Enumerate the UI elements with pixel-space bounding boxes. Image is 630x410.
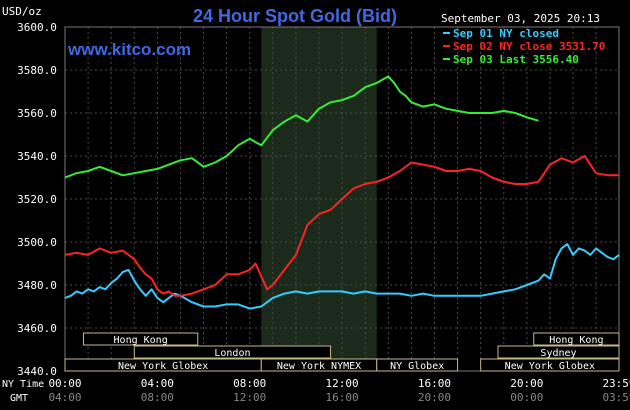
x-label-ny: NY Time [2,379,44,390]
session-bars: Hong Kong London New York Globex New York N… [64,332,620,372]
x-tick-label-ny: 00:00 [48,377,81,390]
x-tick-label-gmt: 16:00 [326,391,359,404]
x-tick-label-ny: 12:00 [326,377,359,390]
x-tick-label-ny: 04:00 [141,377,174,390]
y-tick-label: 3520.0 [17,193,57,206]
y-tick-label: 3560.0 [17,107,57,120]
session-label: Hong Kong [114,335,168,346]
session-bar [376,358,459,372]
session-bar [133,345,332,359]
grid [64,26,620,372]
series-line [64,75,539,179]
axes: 3600.0 3580.0 3560.0 3540.0 3520.0 3500.0 3480… [17,21,630,404]
session-label: New York Globex [505,361,595,372]
session-bar [480,358,620,372]
y-unit-label: USD/oz [2,5,42,18]
session-label: NY Globex [390,361,444,372]
x-tick-label-gmt: 00:00 [510,391,543,404]
session-bar [533,332,620,346]
x-tick-label-ny: 16:00 [418,377,451,390]
session-label: London [214,348,250,359]
y-tick-label: 3440.0 [17,365,57,378]
session-bar [82,332,199,346]
x-tick-label-ny: 23:59 [602,377,630,390]
x-tick-label-ny: 20:00 [510,377,543,390]
session-label: New York NYMEX [277,361,361,372]
legend-entry: Sep 02 NY close 3531.70 [453,40,605,53]
x-tick-label-gmt: 04:00 [48,391,81,404]
x-label-gmt: GMT [10,393,28,404]
y-tick-label: 3500.0 [17,236,57,249]
x-tick-label-gmt: 03:59 [602,391,630,404]
y-tick-label: 3540.0 [17,150,57,163]
session-bar [497,345,620,359]
session-label: Sydney [540,348,576,359]
y-tick-label: 3580.0 [17,64,57,77]
x-tick-label-gmt: 20:00 [418,391,451,404]
site-watermark: www.kitco.com [67,40,191,59]
chart-timestamp: September 03, 2025 20:13 [441,12,600,25]
legend-entry: Sep 03 Last 3556.40 [453,53,579,66]
session-label: New York Globex [118,361,208,372]
series-line [64,155,619,297]
series-line [64,243,620,310]
y-tick-label: 3600.0 [17,21,57,34]
x-tick-label-gmt: 08:00 [141,391,174,404]
legend-entry: Sep 01 NY closed [453,27,559,40]
session-label: Hong Kong [549,335,603,346]
y-tick-label: 3480.0 [17,279,57,292]
chart-title: 24 Hour Spot Gold (Bid) [193,6,397,26]
x-tick-label-ny: 08:00 [233,377,266,390]
x-tick-label-gmt: 12:00 [233,391,266,404]
y-tick-label: 3460.0 [17,322,57,335]
series-lines [64,75,620,310]
